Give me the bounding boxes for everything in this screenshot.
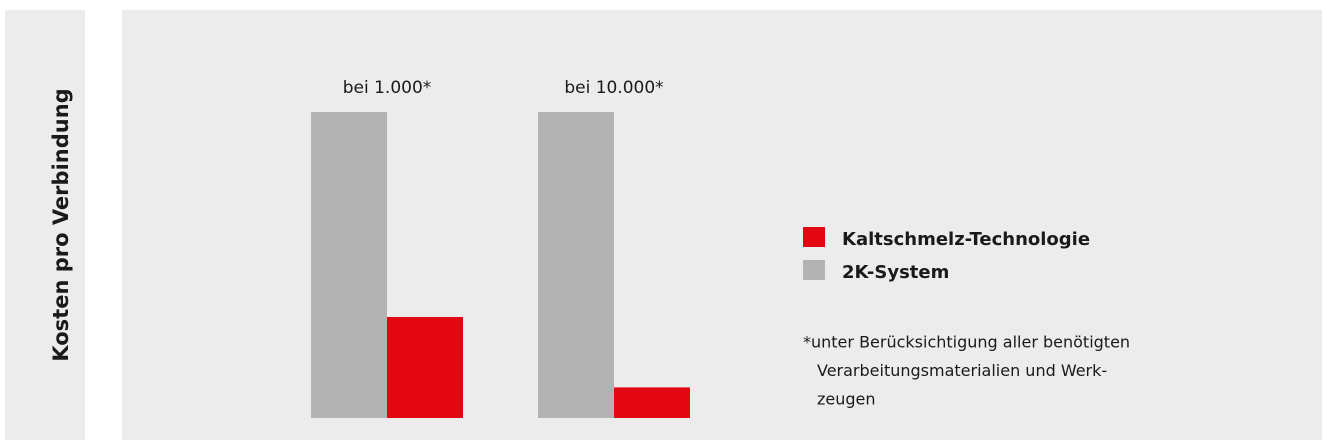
legend-label: 2K-System <box>842 262 949 283</box>
legend-swatch <box>803 227 825 247</box>
legend-label: Kaltschmelz-Technologie <box>842 229 1090 250</box>
bar <box>387 317 463 418</box>
category-label: bei 1.000* <box>343 78 432 98</box>
y-axis-label: Kosten pro Verbindung <box>49 88 73 361</box>
label-panel <box>5 10 85 440</box>
bar <box>311 112 387 418</box>
footnote: Verarbeitungsmaterialien und Werk- <box>817 361 1107 380</box>
category-label: bei 10.000* <box>564 78 663 98</box>
footnote: *unter Berücksichtigung aller benötigten <box>803 333 1130 352</box>
plot-panel <box>122 10 1322 440</box>
bar <box>614 387 690 418</box>
legend-swatch <box>803 260 825 280</box>
footnote: zeugen <box>817 390 876 409</box>
bar <box>538 112 614 418</box>
